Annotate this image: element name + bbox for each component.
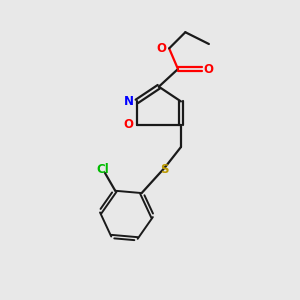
Text: Cl: Cl <box>96 164 109 176</box>
Text: O: O <box>203 62 213 76</box>
Text: S: S <box>160 163 169 176</box>
Text: N: N <box>124 95 134 108</box>
Text: O: O <box>124 118 134 131</box>
Text: O: O <box>156 42 166 55</box>
